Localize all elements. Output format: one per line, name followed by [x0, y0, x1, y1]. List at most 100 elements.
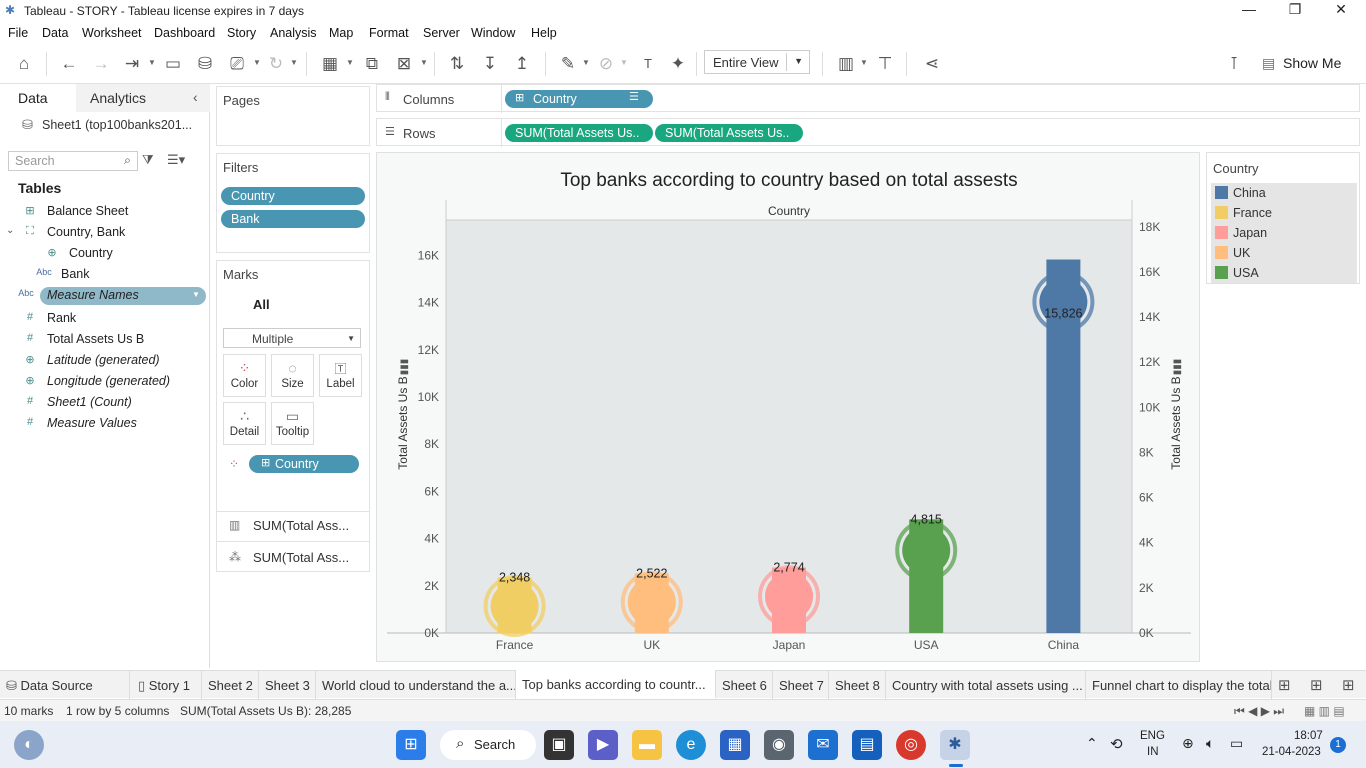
home-icon[interactable]: ⌂ — [18, 54, 30, 73]
chevron-down-icon[interactable]: ⌄ — [6, 225, 15, 236]
start-icon[interactable]: ⊞ — [396, 730, 426, 760]
new-story-icon[interactable]: ⊞ — [1342, 677, 1355, 694]
minimize-button[interactable]: — — [1242, 1, 1256, 17]
chevron-down-icon[interactable]: ▼ — [290, 58, 298, 67]
taskbar-search[interactable]: ⌕ Search — [440, 730, 536, 760]
menu-worksheet[interactable]: Worksheet — [82, 26, 142, 40]
format-painter-icon[interactable]: ⊺ — [1229, 54, 1239, 73]
edge-icon[interactable]: e — [676, 730, 706, 760]
tab-story-1[interactable]: ▯ Story 1 — [132, 671, 202, 699]
filters-card[interactable]: Filters Country Bank — [216, 153, 370, 253]
tab-world-cloud[interactable]: World cloud to understand the a... — [316, 671, 516, 699]
field-bank[interactable]: Abc Bank — [14, 264, 224, 284]
chevron-down-icon[interactable]: ▼ — [253, 58, 261, 67]
pin-icon[interactable]: ✦ — [670, 54, 686, 73]
columns-pill-country[interactable]: Country — [505, 90, 653, 108]
battery-icon[interactable]: ▭ — [1230, 735, 1244, 751]
show-me-icon[interactable]: ▤ — [1262, 55, 1276, 71]
show-me-button[interactable]: Show Me — [1283, 55, 1342, 71]
field-measure-values[interactable]: # Measure Values — [0, 413, 210, 433]
tab-sheet-7[interactable]: Sheet 7 — [773, 671, 829, 699]
close-button[interactable]: ✕ — [1335, 1, 1347, 17]
field-country-bank[interactable]: ⌄ ⛶ Country, Bank — [0, 222, 210, 242]
redo-icon[interactable]: → — [92, 54, 110, 73]
tab-sheet-6[interactable]: Sheet 6 — [716, 671, 773, 699]
save-icon[interactable]: ▭ — [164, 54, 182, 73]
field-measure-names[interactable]: Abc Measure Names — [0, 285, 210, 305]
new-datasource-icon[interactable]: ⛁ — [197, 54, 213, 73]
datasource-name[interactable]: Sheet1 (top100banks201... — [42, 118, 193, 132]
calendar-icon[interactable]: ▤ — [852, 730, 882, 760]
menu-file[interactable]: File — [8, 26, 29, 40]
tab-top-banks[interactable]: Top banks according to countr... — [516, 670, 716, 699]
tab-analytics[interactable]: Analytics — [90, 90, 147, 106]
chevron-down-icon[interactable]: ▼ — [582, 58, 590, 67]
task-view-icon[interactable]: ▣ — [544, 730, 574, 760]
legend-item-china[interactable]: China — [1211, 183, 1357, 203]
replay-icon[interactable]: ⇥ — [124, 54, 140, 73]
menu-dashboard[interactable]: Dashboard — [154, 26, 216, 40]
sort-descending-icon[interactable]: ↥ — [514, 54, 530, 73]
tab-sheet-8[interactable]: Sheet 8 — [829, 671, 886, 699]
marks-color-pill[interactable]: Country — [249, 455, 359, 473]
share-icon[interactable]: ⋖ — [924, 54, 940, 73]
field-rank[interactable]: # Rank — [0, 308, 210, 328]
detail-button[interactable]: ∴ Detail — [223, 402, 266, 445]
fit-dropdown[interactable]: Entire View ▼ — [704, 50, 810, 74]
marks-measure-2[interactable]: SUM(Total Ass... — [253, 550, 350, 565]
duplicate-icon[interactable]: ⧉ — [365, 54, 379, 73]
rows-pill-1[interactable]: SUM(Total Assets Us.. — [505, 124, 653, 142]
labels-icon[interactable]: T — [644, 56, 652, 71]
menu-window[interactable]: Window — [471, 26, 516, 40]
tab-sheet-3[interactable]: Sheet 3 — [259, 671, 316, 699]
swap-icon[interactable]: ⇅ — [449, 54, 465, 73]
tab-sheet-2[interactable]: Sheet 2 — [202, 671, 259, 699]
clock-time[interactable]: 18:07 — [1294, 730, 1323, 742]
search-input[interactable]: Search ⌕ — [8, 151, 138, 171]
teams-icon[interactable]: ▶ — [588, 730, 618, 760]
file-explorer-icon[interactable]: ▬ — [632, 730, 662, 760]
tab-data-source[interactable]: ⛁ Data Source — [0, 671, 130, 699]
chrome-icon[interactable]: ◎ — [896, 730, 926, 760]
tooltip-button[interactable]: ▭ Tooltip — [271, 402, 314, 445]
pause-updates-icon[interactable]: ⎚ — [230, 54, 244, 73]
sync-icon[interactable]: ⟲ — [1110, 736, 1123, 753]
filter-icon[interactable]: ⧩ — [142, 152, 154, 167]
tableau-icon[interactable]: ✱ — [940, 730, 970, 760]
size-button[interactable]: ◌ Size — [271, 354, 314, 397]
field-longitude[interactable]: ⊕ Longitude (generated) — [0, 371, 210, 391]
clock-date[interactable]: 21-04-2023 — [1262, 746, 1321, 758]
tab-funnel-chart[interactable]: Funnel chart to display the total — [1086, 671, 1272, 699]
chevron-down-icon[interactable]: ▼ — [192, 290, 200, 299]
refresh-icon[interactable]: ↻ — [268, 54, 284, 73]
chevron-down-icon[interactable]: ▼ — [148, 58, 156, 67]
columns-shelf[interactable]: ⦀ Columns Country ⊞ ☰ — [376, 84, 1360, 113]
filter-pill-country[interactable]: Country — [221, 187, 365, 205]
field-sheet-count[interactable]: # Sheet1 (Count) — [0, 392, 210, 412]
collapse-icon[interactable]: ‹ — [193, 89, 198, 105]
tab-country-assets[interactable]: Country with total assets using ... — [886, 671, 1086, 699]
legend-item-japan[interactable]: Japan — [1211, 223, 1357, 243]
new-worksheet-icon[interactable]: ▦ — [321, 54, 339, 73]
chevron-down-icon[interactable]: ▼ — [860, 58, 868, 67]
language-ime[interactable]: ENG — [1140, 730, 1165, 742]
sort-icon[interactable]: ☰ — [629, 91, 639, 103]
label-button[interactable]: 🅃 Label — [319, 354, 362, 397]
menu-help[interactable]: Help — [531, 26, 557, 40]
sort-ascending-icon[interactable]: ↧ — [482, 54, 498, 73]
chevron-down-icon[interactable]: ▼ — [620, 58, 628, 67]
marks-all-tab[interactable]: All — [253, 297, 270, 312]
mail-icon[interactable]: ✉ — [808, 730, 838, 760]
view-options-icon[interactable]: ▦ ▥ ▤ — [1304, 704, 1345, 718]
volume-icon[interactable]: 🔈︎ — [1206, 735, 1215, 751]
presentation-icon[interactable]: ⊤ — [877, 54, 893, 73]
view-list-icon[interactable]: ☰▾ — [167, 152, 186, 167]
weather-icon[interactable]: ◐ — [14, 730, 44, 760]
legend-item-france[interactable]: France — [1211, 203, 1357, 223]
field-latitude[interactable]: ⊕ Latitude (generated) — [0, 350, 210, 370]
field-balance-sheet[interactable]: ⊞ Balance Sheet — [0, 201, 210, 221]
chevron-down-icon[interactable]: ▼ — [346, 58, 354, 67]
color-button[interactable]: ⁘ Color — [223, 354, 266, 397]
menu-server[interactable]: Server — [423, 26, 460, 40]
field-country[interactable]: ⊕ Country — [22, 243, 232, 263]
